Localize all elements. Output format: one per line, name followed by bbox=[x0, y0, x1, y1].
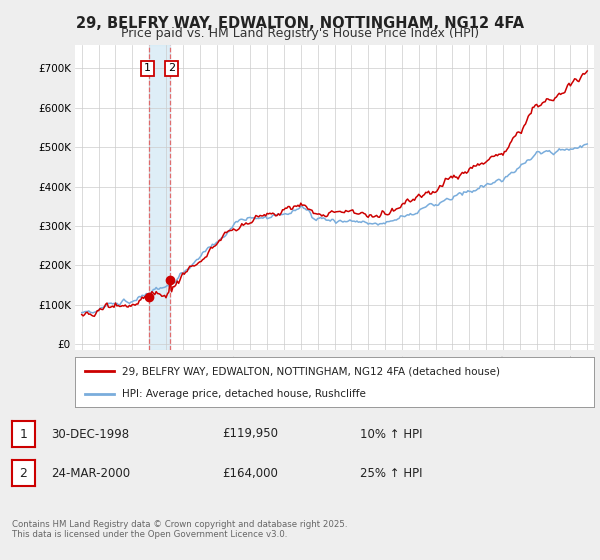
Text: 10% ↑ HPI: 10% ↑ HPI bbox=[360, 427, 422, 441]
Text: 25% ↑ HPI: 25% ↑ HPI bbox=[360, 466, 422, 480]
Text: £164,000: £164,000 bbox=[222, 466, 278, 480]
Text: Price paid vs. HM Land Registry's House Price Index (HPI): Price paid vs. HM Land Registry's House … bbox=[121, 27, 479, 40]
Text: 29, BELFRY WAY, EDWALTON, NOTTINGHAM, NG12 4FA: 29, BELFRY WAY, EDWALTON, NOTTINGHAM, NG… bbox=[76, 16, 524, 31]
Text: 30-DEC-1998: 30-DEC-1998 bbox=[51, 427, 129, 441]
Text: 29, BELFRY WAY, EDWALTON, NOTTINGHAM, NG12 4FA (detached house): 29, BELFRY WAY, EDWALTON, NOTTINGHAM, NG… bbox=[122, 366, 500, 376]
Text: 2: 2 bbox=[19, 466, 28, 480]
Text: Contains HM Land Registry data © Crown copyright and database right 2025.
This d: Contains HM Land Registry data © Crown c… bbox=[12, 520, 347, 539]
Text: £119,950: £119,950 bbox=[222, 427, 278, 441]
Text: 24-MAR-2000: 24-MAR-2000 bbox=[51, 466, 130, 480]
Bar bbox=[149, 45, 170, 350]
Text: HPI: Average price, detached house, Rushcliffe: HPI: Average price, detached house, Rush… bbox=[122, 389, 365, 399]
Text: 1: 1 bbox=[19, 427, 28, 441]
Text: 2: 2 bbox=[168, 63, 175, 73]
Text: 1: 1 bbox=[144, 63, 151, 73]
